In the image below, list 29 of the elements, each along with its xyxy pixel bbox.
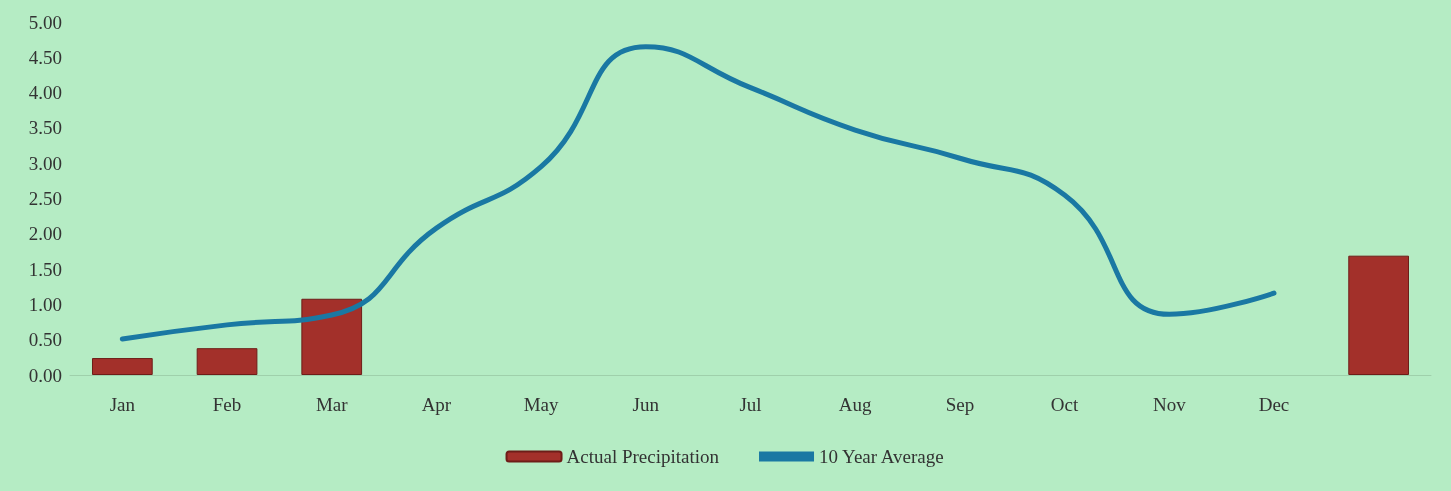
x-tick-label: Nov [1152,394,1187,415]
y-tick-label: 2.00 [28,223,62,245]
y-tick-label: 2.50 [28,188,62,209]
y-tick-label: 1.00 [28,293,62,315]
x-tick-label: Sep [945,394,975,415]
x-tick-label: Jul [739,394,762,415]
y-tick-label: 4.00 [28,82,62,104]
x-tick-label: Aug [838,394,873,415]
bar [91,358,153,375]
y-tick-label: 0.50 [28,329,62,351]
y-tick-label: 1.50 [28,258,62,280]
legend-label: 10 Year Average [819,446,944,467]
x-tick-label: Mar [315,394,349,415]
bar [1348,255,1410,375]
x-tick-label: May [523,394,560,415]
bar [301,298,363,375]
x-tick-label: Feb [212,394,242,415]
x-tick-label: Oct [1050,394,1080,415]
x-tick-label: Apr [421,394,452,415]
bar [196,348,258,375]
y-tick-label: 3.00 [28,152,62,174]
x-tick-label: Jun [632,394,660,415]
x-tick-label: Jan [109,394,136,415]
y-tick-label: 0.00 [28,364,62,386]
y-tick-label: 3.50 [28,117,62,139]
legend-label: Actual Precipitation [566,446,720,467]
x-tick-label: Dec [1258,394,1290,415]
y-tick-label: 5.00 [28,11,62,33]
y-tick-label: 4.50 [28,46,62,68]
